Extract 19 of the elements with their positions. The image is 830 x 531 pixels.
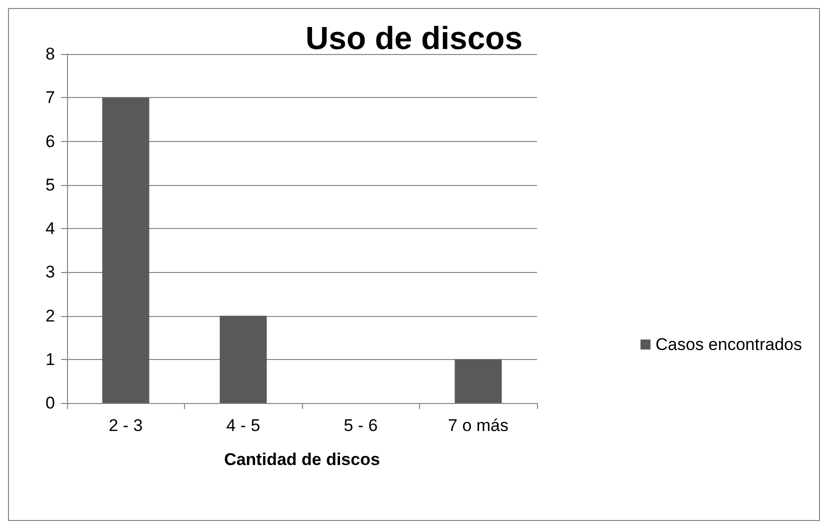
x-tick-label: 4 - 5 [226,416,260,435]
y-tick-label: 8 [46,44,55,64]
x-tick-label: 5 - 6 [344,416,378,435]
y-tick-label: 7 [46,88,55,108]
y-tick-label: 0 [46,394,55,412]
y-tick-label: 6 [46,132,55,151]
x-axis-title: Cantidad de discos [224,450,380,469]
x-tick-label: 2 - 3 [108,416,143,435]
y-tick-label: 2 [46,306,55,326]
bar [102,98,150,403]
y-tick-label: 3 [46,262,55,282]
x-tick-label: 7 o más [448,416,508,435]
y-tick-label: 5 [46,175,55,194]
y-tick-label: 4 [46,219,55,238]
bar [454,359,502,403]
bar [220,316,267,403]
chart-title: Uso de discos [306,20,522,56]
y-tick-label: 1 [46,350,55,369]
legend-label: Casos encontrados [656,335,802,354]
